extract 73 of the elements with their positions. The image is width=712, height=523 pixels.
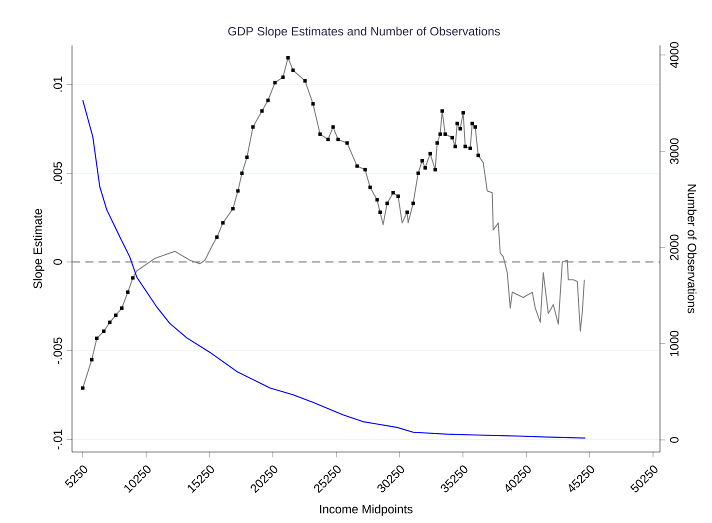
point [345,141,349,145]
point [458,127,462,131]
point [281,76,285,80]
point [120,306,124,310]
point [303,79,307,83]
point [102,329,106,333]
y2-axis-title: Number of Observations [688,184,697,314]
y-tick-label: .005 [53,162,62,184]
point [443,132,447,136]
point [435,141,439,145]
point [266,98,270,102]
point [440,109,444,113]
y2-tick-label: 1000 [670,330,679,356]
point [90,358,94,362]
y2-tick-label: 2000 [670,234,679,260]
point [385,202,389,206]
point [375,198,379,202]
point [81,386,85,390]
point [260,109,264,113]
y-tick-label: .01 [53,76,62,92]
point [450,136,454,140]
point [470,122,474,126]
point [114,314,118,317]
point [240,171,244,175]
point [420,159,424,162]
point [411,202,415,206]
point [476,154,480,158]
point [286,56,290,60]
point [423,166,427,170]
y-tick-label: -.005 [53,338,62,364]
line-series [82,100,586,439]
point [318,132,322,136]
point [455,122,459,126]
point [311,102,315,106]
y2-tick-label: 3000 [670,138,679,164]
y-axis-title: Slope Estimate [33,208,44,288]
point [273,80,277,84]
y-tick-label: 0 [53,259,62,265]
point [251,125,255,129]
point [368,186,372,190]
point [363,168,367,172]
point [416,171,420,175]
point [236,189,240,193]
point [438,132,442,136]
point [108,320,112,324]
point [95,336,99,340]
point [428,152,432,156]
point [461,111,465,115]
point [396,194,400,198]
y2-tick-label: 0 [670,437,679,443]
point [336,138,340,142]
point [391,190,395,194]
point [463,144,467,148]
point [131,276,135,280]
point [331,125,335,129]
point [231,206,235,210]
point [221,221,225,225]
x-axis-title: Income Midpoints [320,504,413,516]
point [355,164,359,168]
point [126,290,130,294]
y2-tick-label: 4000 [670,42,679,68]
point [473,125,477,129]
point [215,235,219,239]
point [291,68,295,72]
point [405,210,409,214]
point [453,144,457,148]
point [378,210,382,214]
point [468,146,472,150]
point [326,138,330,142]
point [433,168,437,172]
chart-title: GDP Slope Estimates and Number of Observations [228,26,500,38]
point [245,155,249,159]
y-tick-label: -.01 [53,430,62,450]
